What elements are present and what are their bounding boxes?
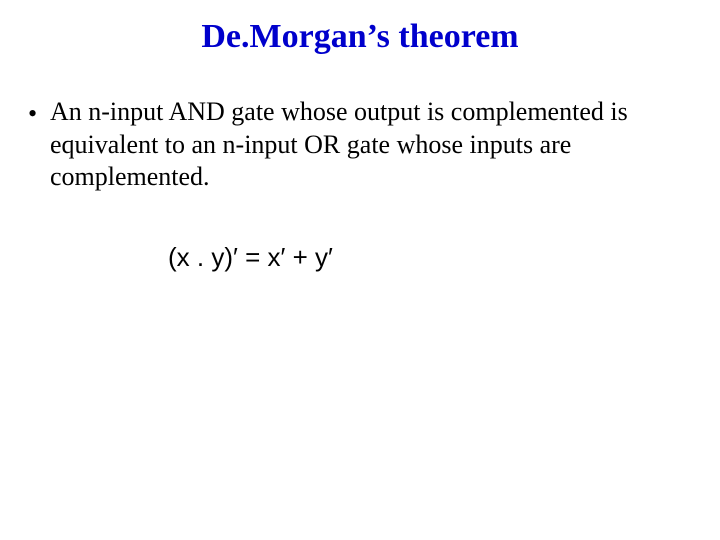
slide-title: De.Morgan’s theorem bbox=[0, 18, 720, 56]
equation-text: (x . y)′ = x′ + y′ bbox=[168, 242, 680, 273]
slide-body: • An n-input AND gate whose output is co… bbox=[0, 96, 720, 273]
bullet-item: • An n-input AND gate whose output is co… bbox=[28, 96, 680, 194]
bullet-marker: • bbox=[28, 96, 50, 131]
bullet-text: An n-input AND gate whose output is comp… bbox=[50, 96, 680, 194]
slide-container: De.Morgan’s theorem • An n-input AND gat… bbox=[0, 18, 720, 540]
